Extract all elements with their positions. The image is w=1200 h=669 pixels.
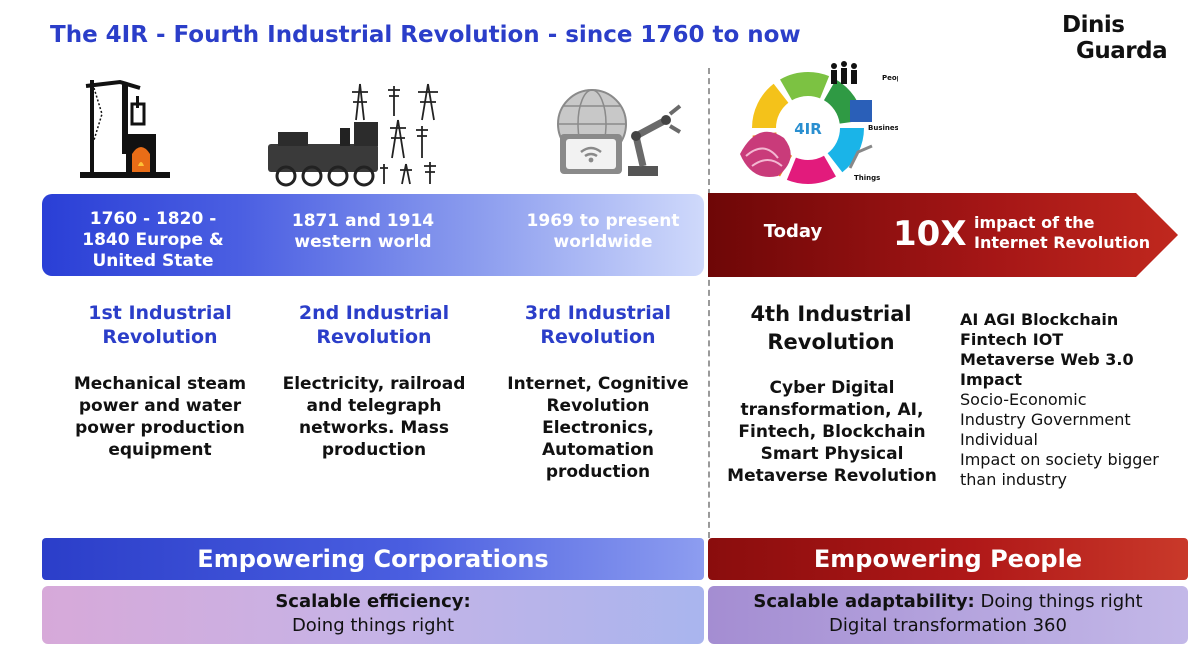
- era-1-revolution: 1st Industrial Revolution: [88, 302, 232, 348]
- wheel-label-things: Things: [854, 174, 880, 182]
- scalable-adaptability-box: Scalable adaptability: Doing things righ…: [708, 586, 1188, 644]
- era-3-period: 1969 to present worldwide: [526, 211, 680, 252]
- era-4-revolution: 4th Industrial Revolution: [750, 302, 912, 354]
- wheel-center-label: 4IR: [794, 120, 822, 138]
- train-powerlines-icon: [268, 83, 438, 187]
- logo-line-1: Dinis: [1062, 12, 1125, 38]
- list-item: Fintech IOT: [960, 330, 1064, 349]
- logo: Dinis Guarda: [1062, 12, 1182, 64]
- logo-line-2: Guarda: [1076, 38, 1168, 64]
- empowering-people-band: Empowering People: [708, 538, 1188, 580]
- timeline-arrow-red: [708, 193, 1178, 277]
- era-2-period: 1871 and 1914 western world: [291, 211, 435, 252]
- impact-label: impact of the Internet Revolution: [974, 213, 1151, 252]
- era-4-description: Cyber Digital transformation, AI, Fintec…: [727, 378, 937, 486]
- era-3-revolution: 3rd Industrial Revolution: [524, 302, 672, 348]
- list-item: AI AGI Blockchain: [960, 310, 1119, 329]
- internet-robot-arm-icon: [557, 89, 682, 176]
- scalable-efficiency-box: Scalable efficiency: Doing things right: [42, 586, 704, 644]
- era-3-description: Internet, Cognitive Revolution Electroni…: [507, 374, 689, 482]
- scalable-adaptability-title: Scalable adaptability:: [753, 591, 975, 612]
- era-2-description: Electricity, railroad and telegraph netw…: [282, 374, 466, 460]
- page-title: The 4IR - Fourth Industrial Revolution -…: [50, 22, 801, 48]
- list-item: Industry Government: [960, 410, 1131, 429]
- list-item: Socio-Economic: [960, 390, 1087, 409]
- era-2-revolution: 2nd Industrial Revolution: [298, 302, 450, 348]
- scalable-efficiency-text: Doing things right: [291, 615, 455, 636]
- impact-list: AI AGI Blockchain Fintech IOT Metaverse …: [960, 310, 1188, 490]
- timeline-divider: [708, 68, 710, 538]
- era-1-description: Mechanical steam power and water power p…: [73, 374, 247, 460]
- wheel-label-business: Business: [868, 124, 898, 132]
- list-item: Individual: [960, 430, 1038, 449]
- empowering-corporations-band: Empowering Corporations: [42, 538, 704, 580]
- today-label: Today: [763, 221, 823, 242]
- list-item: Impact on society bigger: [960, 450, 1159, 469]
- wheel-label-people: People: [882, 74, 898, 82]
- list-item: Metaverse Web 3.0: [960, 350, 1134, 369]
- 4ir-wheel-icon: 4IR People Business Things: [740, 61, 898, 184]
- 10x-multiplier: 10X: [893, 214, 967, 254]
- scalable-efficiency-title: Scalable efficiency:: [275, 591, 471, 612]
- era-1-period: 1760 - 1820 - 1840 Europe & United State: [82, 209, 224, 271]
- list-item: than industry: [960, 470, 1067, 489]
- timeline-bar-blue: [42, 194, 704, 276]
- list-item: Impact: [960, 370, 1023, 389]
- steam-engine-icon: [80, 79, 170, 178]
- digital-transformation-text: Digital transformation 360: [829, 615, 1067, 636]
- scalable-adaptability-text: Doing things right: [974, 591, 1143, 612]
